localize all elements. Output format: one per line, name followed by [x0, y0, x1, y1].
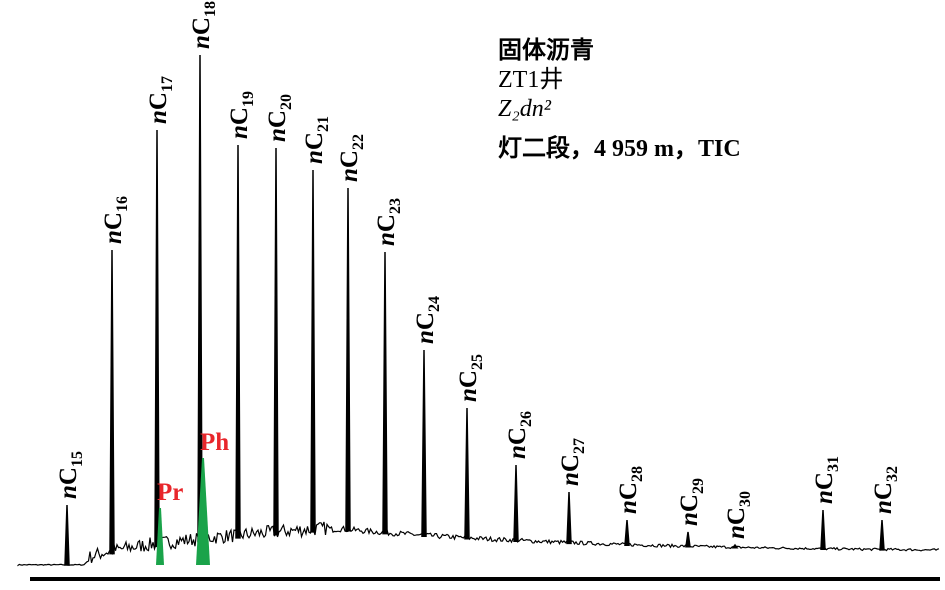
peak	[421, 349, 427, 538]
peak	[464, 407, 470, 540]
peak-label: nC19	[226, 91, 257, 139]
title-block: 固体沥青 ZT1井 Z₂dn² 灯二段，4 959 m，TIC	[498, 37, 741, 162]
peak	[513, 464, 519, 542]
peak	[566, 491, 572, 545]
peak-label: nC24	[412, 296, 443, 344]
peak-label: nC30	[723, 491, 754, 539]
peak-label: nC15	[55, 451, 86, 499]
peak-label: nC31	[811, 456, 842, 504]
peak-label: nC28	[615, 466, 646, 514]
title-line: 灯二段，4 959 m，TIC	[498, 134, 741, 162]
peak	[731, 543, 739, 549]
biomarker-label: Ph	[200, 429, 229, 456]
peak	[273, 147, 279, 536]
biomarker-label: Pr	[157, 479, 183, 506]
peak	[820, 509, 826, 550]
title-line: Z₂dn²	[498, 96, 552, 122]
peak-label: nC25	[455, 354, 486, 402]
biomarker-peak	[156, 508, 164, 565]
peak-label: nC26	[504, 411, 535, 459]
peak-label: nC18	[188, 1, 219, 49]
peak-label: nC17	[145, 76, 176, 124]
title-line: 固体沥青	[498, 37, 594, 64]
peak-label: nC21	[301, 116, 332, 164]
baseline-noise	[17, 521, 940, 567]
peak	[235, 144, 241, 539]
peak-label: nC20	[264, 94, 295, 142]
peak	[64, 504, 70, 566]
peak-label: nC32	[870, 466, 901, 514]
peak	[624, 519, 630, 546]
peak-label: nC16	[100, 196, 131, 244]
peak	[382, 251, 388, 535]
peak	[310, 169, 316, 533]
peak-label: nC23	[373, 198, 404, 246]
peak	[109, 249, 115, 555]
peak	[685, 531, 691, 548]
peak	[345, 187, 351, 532]
biomarker-peak	[196, 458, 210, 565]
peak-label: nC22	[336, 134, 367, 182]
peak	[879, 519, 885, 551]
title-line: ZT1井	[498, 66, 563, 93]
peak-label: nC29	[676, 478, 707, 526]
peak-label: nC27	[557, 438, 588, 486]
